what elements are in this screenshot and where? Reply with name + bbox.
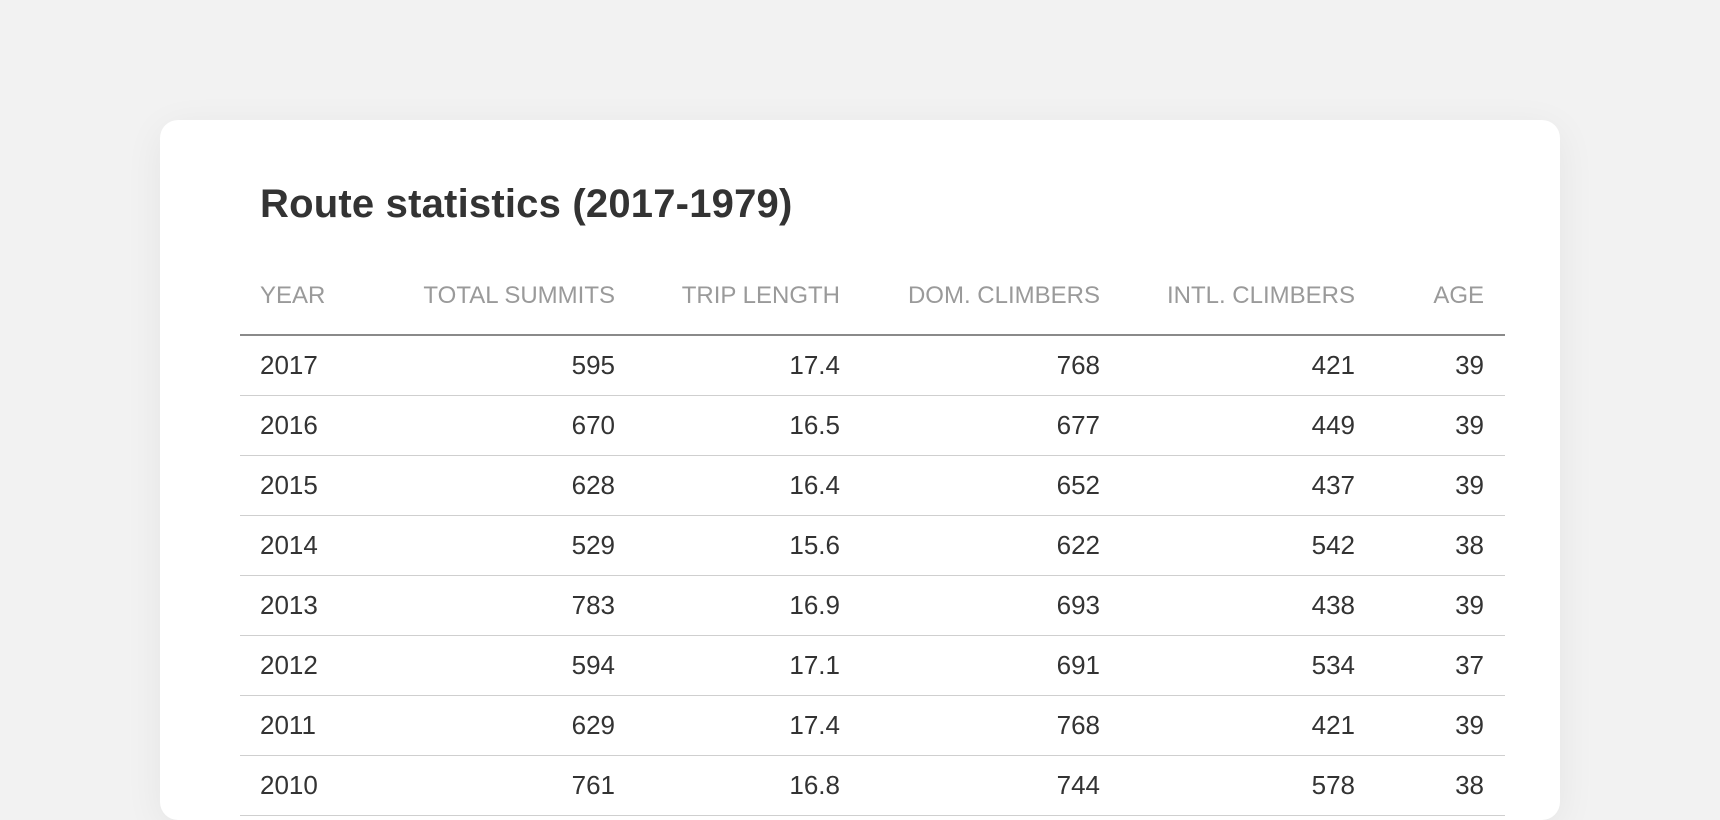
cell-year: 2012	[240, 635, 400, 696]
cell-total-summits: 594	[400, 635, 615, 696]
cell-dom-climbers: 652	[840, 455, 1100, 516]
column-header-intl-climbers: INTL. CLIMBERS	[1100, 258, 1355, 336]
column-header-dom-climbers: DOM. CLIMBERS	[840, 258, 1100, 336]
cell-trip-length: 17.4	[615, 695, 840, 756]
column-header-trip-length: TRIP LENGTH	[615, 258, 840, 336]
route-statistics-table: YEAR TOTAL SUMMITS TRIP LENGTH DOM. CLIM…	[240, 258, 1505, 816]
cell-age: 39	[1355, 395, 1505, 456]
table-row: 2017 595 17.4 768 421 39	[240, 335, 1505, 396]
cell-trip-length: 17.1	[615, 635, 840, 696]
cell-trip-length: 17.4	[615, 335, 840, 396]
table-row: 2012 594 17.1 691 534 37	[240, 635, 1505, 696]
cell-total-summits: 529	[400, 515, 615, 576]
cell-dom-climbers: 677	[840, 395, 1100, 456]
table-row: 2010 761 16.8 744 578 38	[240, 755, 1505, 816]
cell-dom-climbers: 622	[840, 515, 1100, 576]
cell-dom-climbers: 768	[840, 695, 1100, 756]
column-header-total-summits: TOTAL SUMMITS	[400, 258, 615, 336]
cell-age: 39	[1355, 695, 1505, 756]
cell-total-summits: 783	[400, 575, 615, 636]
cell-year: 2017	[240, 335, 400, 396]
cell-intl-climbers: 437	[1100, 455, 1355, 516]
cell-trip-length: 16.9	[615, 575, 840, 636]
cell-year: 2010	[240, 755, 400, 816]
cell-trip-length: 15.6	[615, 515, 840, 576]
cell-year: 2015	[240, 455, 400, 516]
cell-trip-length: 16.8	[615, 755, 840, 816]
cell-trip-length: 16.5	[615, 395, 840, 456]
table-row: 2016 670 16.5 677 449 39	[240, 395, 1505, 456]
cell-age: 39	[1355, 335, 1505, 396]
cell-trip-length: 16.4	[615, 455, 840, 516]
table-row: 2011 629 17.4 768 421 39	[240, 695, 1505, 756]
route-statistics-card: Route statistics (2017-1979) YEAR TOTAL …	[160, 120, 1560, 820]
cell-age: 37	[1355, 635, 1505, 696]
cell-age: 39	[1355, 455, 1505, 516]
cell-year: 2016	[240, 395, 400, 456]
table-row: 2013 783 16.9 693 438 39	[240, 575, 1505, 636]
cell-year: 2014	[240, 515, 400, 576]
table-title: Route statistics (2017-1979)	[260, 182, 793, 226]
column-header-year: YEAR	[240, 258, 400, 336]
cell-intl-climbers: 534	[1100, 635, 1355, 696]
table-row: 2015 628 16.4 652 437 39	[240, 455, 1505, 516]
cell-year: 2013	[240, 575, 400, 636]
cell-age: 39	[1355, 575, 1505, 636]
cell-intl-climbers: 421	[1100, 335, 1355, 396]
cell-total-summits: 629	[400, 695, 615, 756]
cell-intl-climbers: 542	[1100, 515, 1355, 576]
cell-total-summits: 628	[400, 455, 615, 516]
table-row: 2014 529 15.6 622 542 38	[240, 515, 1505, 576]
cell-total-summits: 761	[400, 755, 615, 816]
cell-dom-climbers: 693	[840, 575, 1100, 636]
cell-dom-climbers: 768	[840, 335, 1100, 396]
cell-age: 38	[1355, 515, 1505, 576]
table-header-row: YEAR TOTAL SUMMITS TRIP LENGTH DOM. CLIM…	[240, 258, 1505, 336]
cell-dom-climbers: 691	[840, 635, 1100, 696]
column-header-age: AGE	[1355, 258, 1505, 336]
cell-age: 38	[1355, 755, 1505, 816]
cell-total-summits: 670	[400, 395, 615, 456]
cell-intl-climbers: 421	[1100, 695, 1355, 756]
cell-intl-climbers: 438	[1100, 575, 1355, 636]
cell-intl-climbers: 578	[1100, 755, 1355, 816]
cell-dom-climbers: 744	[840, 755, 1100, 816]
cell-total-summits: 595	[400, 335, 615, 396]
cell-intl-climbers: 449	[1100, 395, 1355, 456]
cell-year: 2011	[240, 695, 400, 756]
